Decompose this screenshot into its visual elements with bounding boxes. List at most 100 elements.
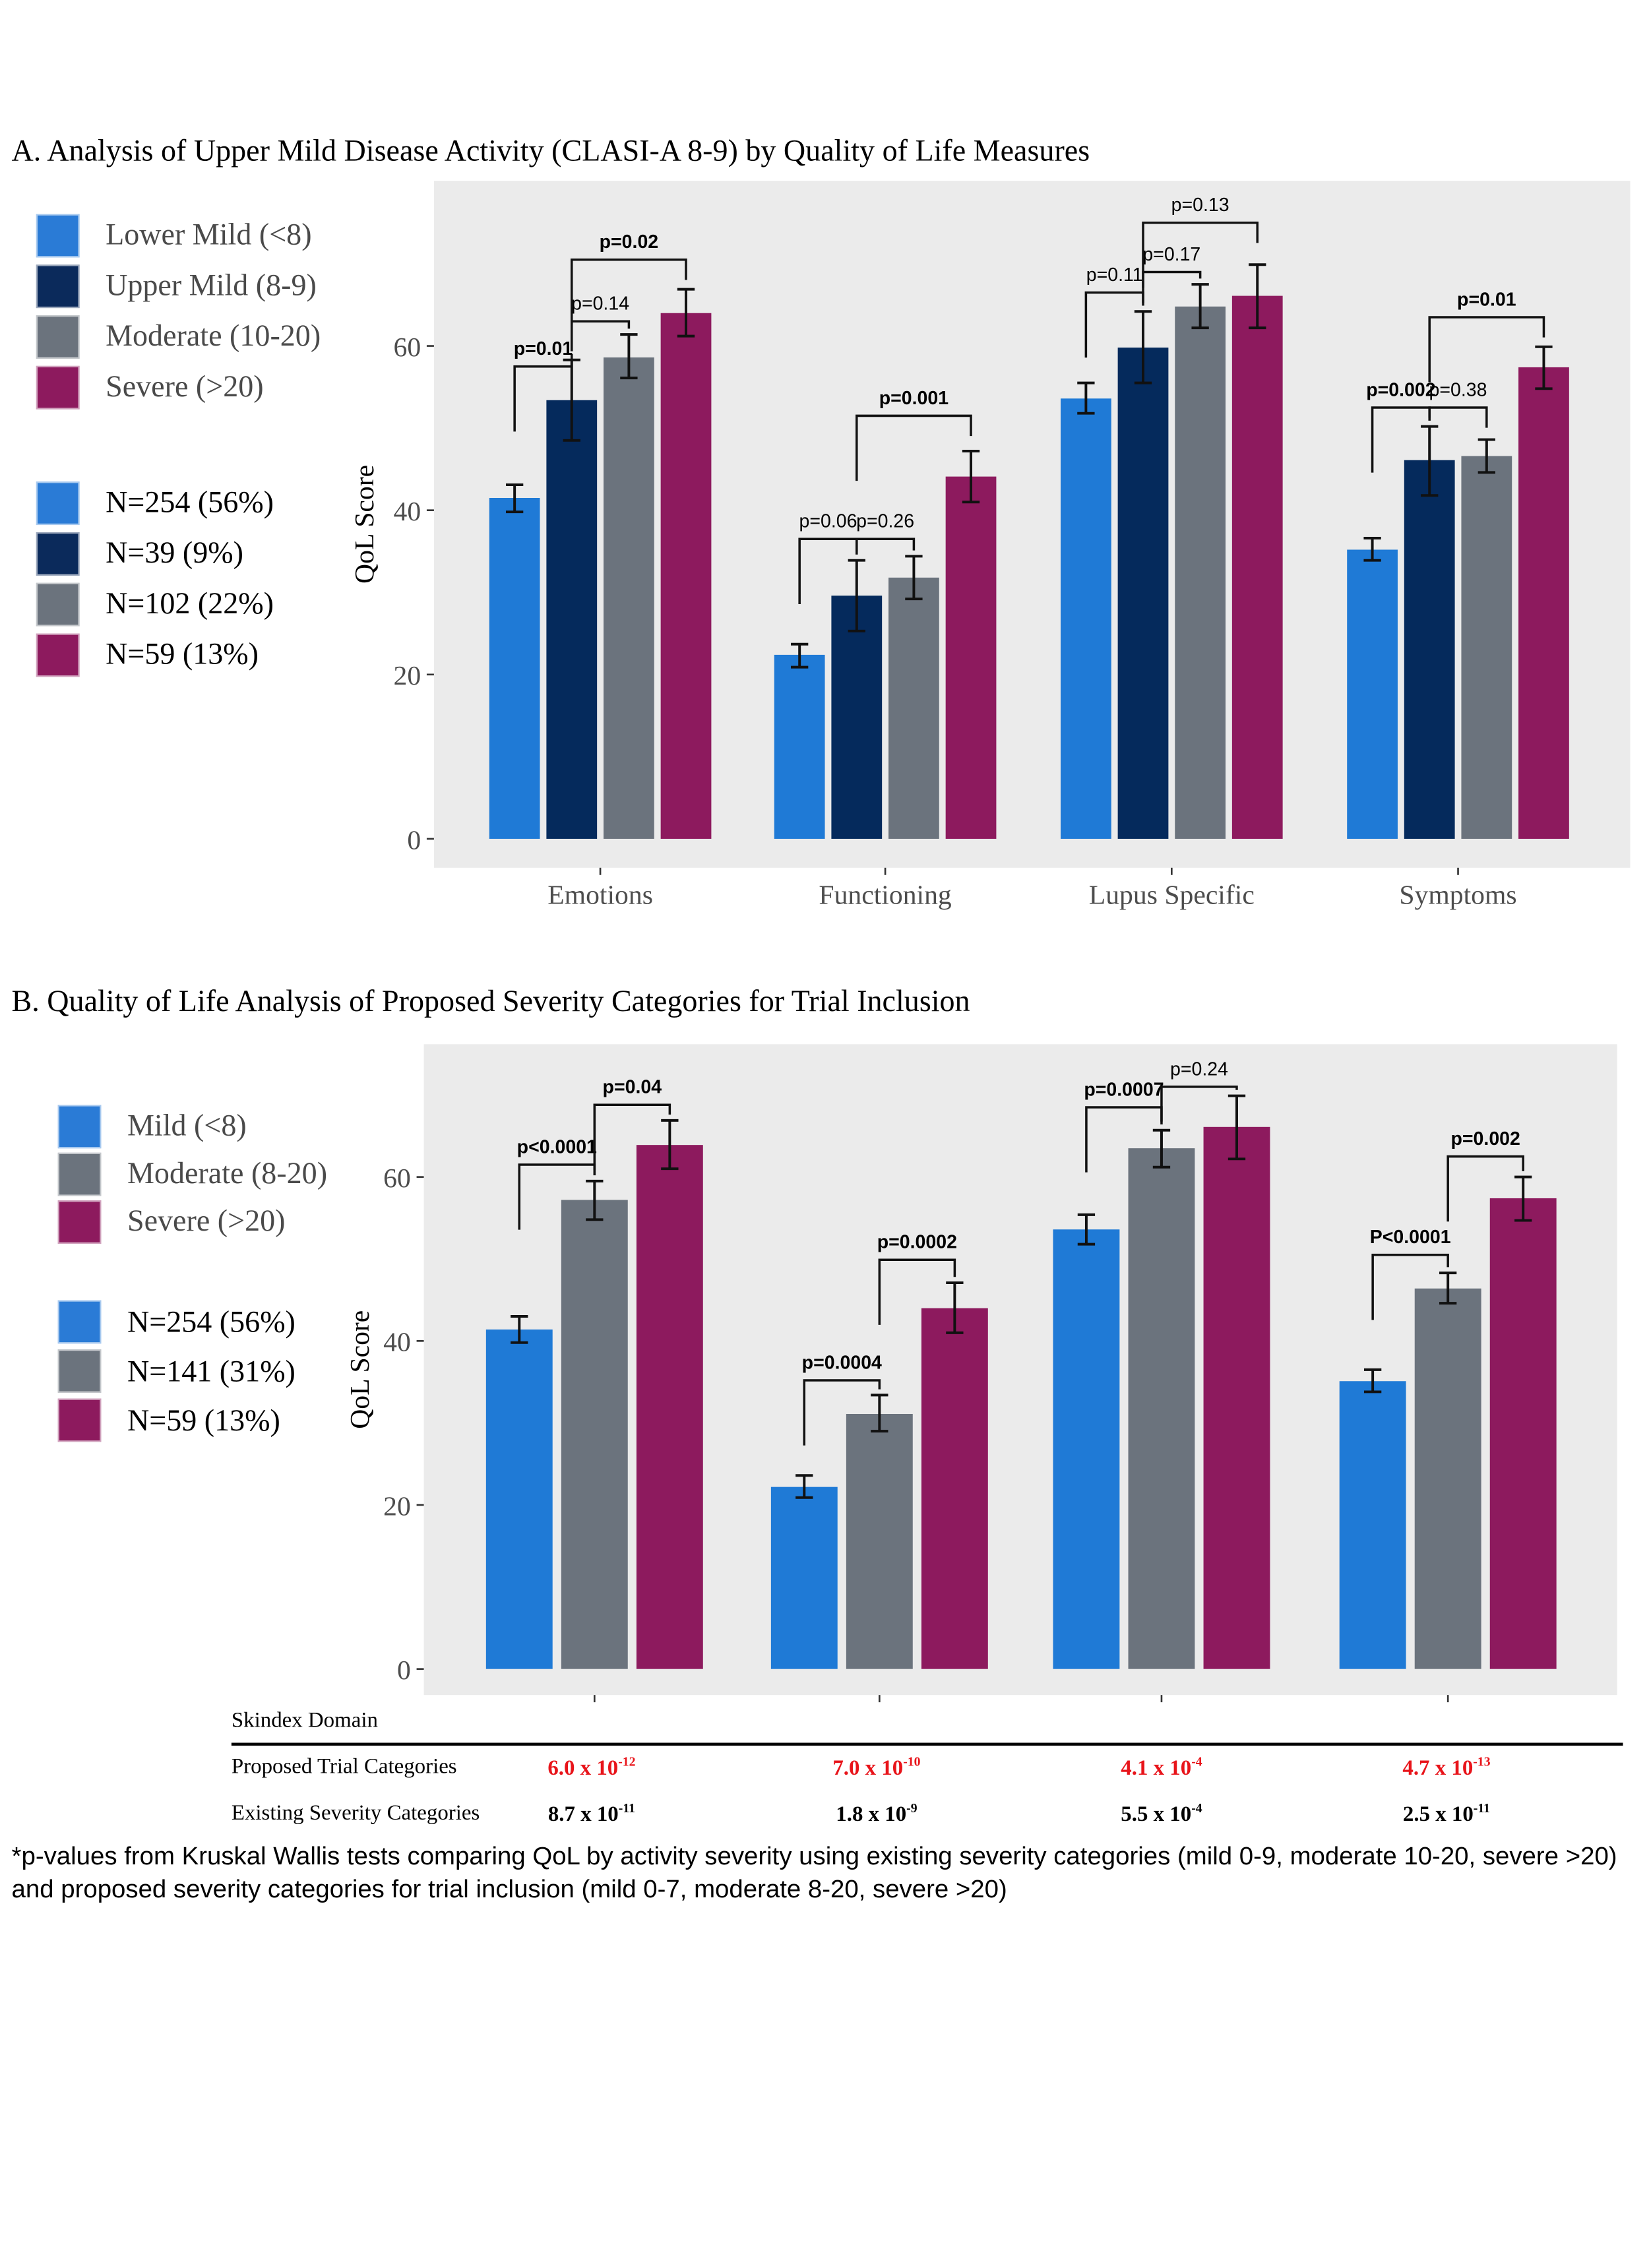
cell-exponent: -13 (1473, 1753, 1491, 1768)
legend-swatch-severe (57, 1398, 102, 1442)
legend-label: Severe (>20) (127, 1203, 286, 1239)
bar (846, 1413, 913, 1669)
significance-bracket (1447, 1155, 1524, 1222)
legend-count: N=254 (56%) (106, 484, 274, 520)
cell-mantissa: 7.0 x 10 (832, 1756, 904, 1780)
legend-swatch-upper-mild (36, 531, 80, 575)
bar (921, 1308, 988, 1669)
y-tick-label: 60 (383, 1163, 411, 1194)
bar (770, 1486, 838, 1669)
legend-item: Severe (>20) (36, 361, 321, 412)
bar (489, 497, 540, 839)
legend-item: Moderate (8-20) (57, 1149, 327, 1197)
bar (1128, 1148, 1195, 1669)
legend-label: Lower Mild (<8) (106, 216, 312, 252)
bar (1404, 460, 1455, 839)
y-axis-label: QoL Score (350, 465, 380, 584)
legend-swatch-moderate (36, 582, 80, 626)
legend-item: N=254 (56%) (36, 477, 274, 528)
table-cell: 6.0 x 10-12 (547, 1754, 635, 1781)
p-value-label: p=0.02 (600, 231, 659, 253)
significance-bracket (571, 259, 687, 325)
bar (604, 357, 654, 839)
y-tick-label: 40 (394, 497, 421, 527)
significance-bracket (593, 1103, 671, 1170)
table-row: Proposed Trial Categories 6.0 x 10-12 7.… (232, 1746, 1623, 1789)
cell-exponent: -10 (903, 1753, 921, 1768)
significance-bracket (1428, 406, 1488, 428)
panel-b-title: B. Quality of Life Analysis of Proposed … (11, 983, 970, 1018)
legend-swatch-lower-mild (36, 213, 80, 257)
cell-mantissa: 2.5 x 10 (1402, 1802, 1474, 1826)
significance-bracket (518, 1163, 596, 1230)
cell-mantissa: 4.1 x 10 (1121, 1756, 1192, 1780)
y-tick-label: 40 (383, 1328, 411, 1358)
x-tick-label: Symptoms (1399, 880, 1516, 911)
p-value-label: p=0.17 (1142, 244, 1200, 265)
legend-item: N=254 (56%) (57, 1297, 296, 1347)
p-value-label: p=0.01 (514, 338, 573, 359)
table-header-row: Skindex Domain (232, 1700, 1623, 1743)
legend-item: Severe (>20) (57, 1198, 327, 1245)
bar (561, 1200, 628, 1669)
table-row: Existing Severity Categories 8.7 x 10-11… (232, 1789, 1623, 1839)
bar (1518, 367, 1569, 839)
legend-swatch-severe (36, 365, 80, 409)
p-value-label: p=0.06 (799, 511, 857, 532)
significance-bracket (878, 1258, 956, 1325)
p-value-label: p=0.002 (1366, 379, 1435, 400)
p-value-label: p=0.01 (1457, 289, 1516, 310)
table-cell: 8.7 x 10-11 (548, 1800, 635, 1827)
legend-item: Mild (<8) (57, 1102, 327, 1149)
p-value-label: P<0.0001 (1370, 1227, 1451, 1248)
p-value-label: p=0.04 (603, 1077, 662, 1098)
legend-swatch-moderate (57, 1151, 102, 1196)
legend-count: N=59 (13%) (106, 636, 259, 671)
legend-item: Upper Mild (8-9) (36, 261, 321, 311)
legend-label: Upper Mild (8-9) (106, 267, 317, 303)
legend-swatch-mild (57, 1104, 102, 1148)
legend-swatch-severe (36, 632, 80, 677)
y-tick-label: 20 (383, 1491, 411, 1521)
cell-mantissa: 1.8 x 10 (836, 1802, 907, 1826)
table-cell: 4.1 x 10-4 (1121, 1754, 1202, 1781)
legend-item: Lower Mild (<8) (36, 210, 321, 261)
legend-count: N=254 (56%) (127, 1303, 296, 1339)
legend-item: N=141 (31%) (57, 1347, 296, 1396)
bar (945, 476, 997, 839)
cell-exponent: -9 (906, 1800, 918, 1815)
legend-swatch-lower-mild (36, 481, 80, 524)
row-label: Proposed Trial Categories (231, 1755, 457, 1779)
bar (546, 400, 598, 839)
cell-mantissa: 5.5 x 10 (1121, 1802, 1192, 1826)
p-value-label: p=0.24 (1170, 1058, 1228, 1080)
x-tick-label: Functioning (819, 880, 952, 911)
x-tick-label: Emotions (547, 880, 653, 911)
legend-swatch-severe (57, 1200, 102, 1243)
legend-swatch-mild (57, 1300, 102, 1344)
significance-bracket (571, 320, 631, 352)
p-value-table: Skindex Domain Proposed Trial Categories… (231, 1700, 1623, 1839)
p-value-label: p=0.001 (879, 388, 949, 409)
p-value-label: p=0.0002 (877, 1232, 957, 1253)
bar (774, 654, 825, 839)
y-tick-label: 20 (394, 661, 421, 691)
p-value-label: p=0.26 (856, 511, 914, 532)
legend-count: N=39 (9%) (106, 535, 243, 570)
p-value-label: p=0.002 (1451, 1128, 1520, 1149)
bar (1339, 1381, 1406, 1669)
table-cell: 7.0 x 10-10 (832, 1754, 920, 1781)
p-value-label: p=0.14 (571, 293, 629, 315)
significance-bracket (1428, 316, 1545, 383)
bar (1414, 1288, 1481, 1669)
cell-exponent: -11 (618, 1800, 636, 1815)
table-cell: 1.8 x 10-9 (836, 1800, 917, 1827)
significance-bracket (513, 353, 573, 432)
legend-count: N=59 (13%) (127, 1402, 280, 1437)
bar (1347, 549, 1398, 839)
bar (1231, 295, 1283, 839)
p-value-label: p=0.0004 (802, 1352, 882, 1373)
bar (1203, 1126, 1270, 1669)
table-divider (231, 1742, 1623, 1746)
